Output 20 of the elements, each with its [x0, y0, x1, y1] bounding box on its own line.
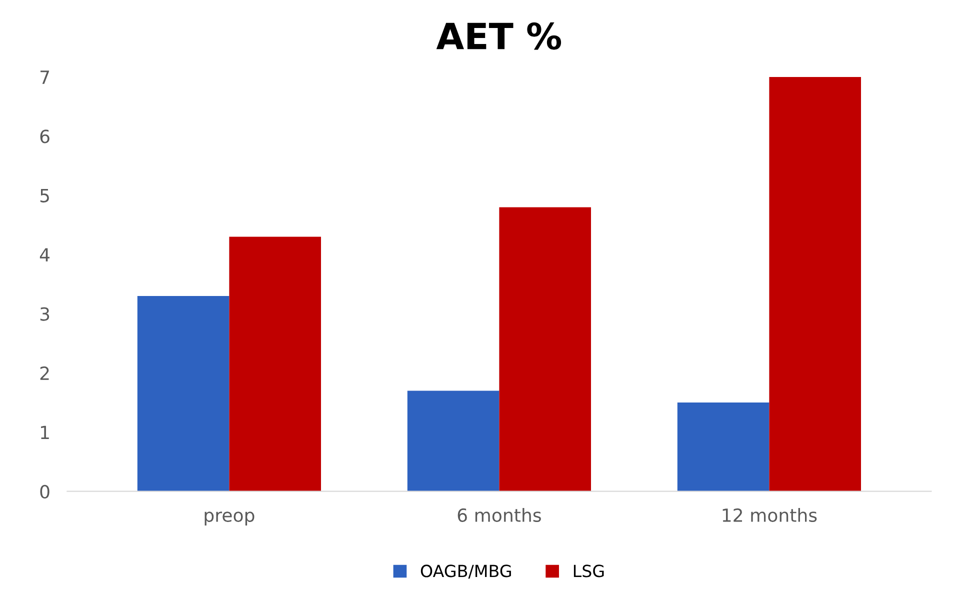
y-tick-label: 3	[40, 307, 50, 321]
chart-title: AET %	[436, 22, 562, 50]
x-tick-label: preop	[204, 512, 254, 526]
bar	[769, 76, 861, 492]
y-tick-label: 4	[40, 248, 50, 262]
bar	[137, 296, 230, 492]
legend-label: LSG	[574, 564, 604, 578]
legend-label: OAGB/MBG	[420, 564, 511, 579]
y-tick-label: 2	[40, 366, 49, 380]
y-tick-label: 0	[40, 484, 50, 498]
x-tick-label: 6 months	[458, 508, 541, 522]
bar	[677, 402, 770, 492]
x-tick-label: 12 months	[722, 508, 817, 522]
y-tick-label: 1	[41, 426, 49, 440]
bar	[229, 236, 321, 492]
y-tick-label: 5	[40, 189, 49, 202]
bar	[499, 207, 591, 492]
y-tick-label: 7	[40, 70, 49, 84]
y-tick-label: 6	[40, 130, 50, 144]
bar	[407, 390, 500, 492]
